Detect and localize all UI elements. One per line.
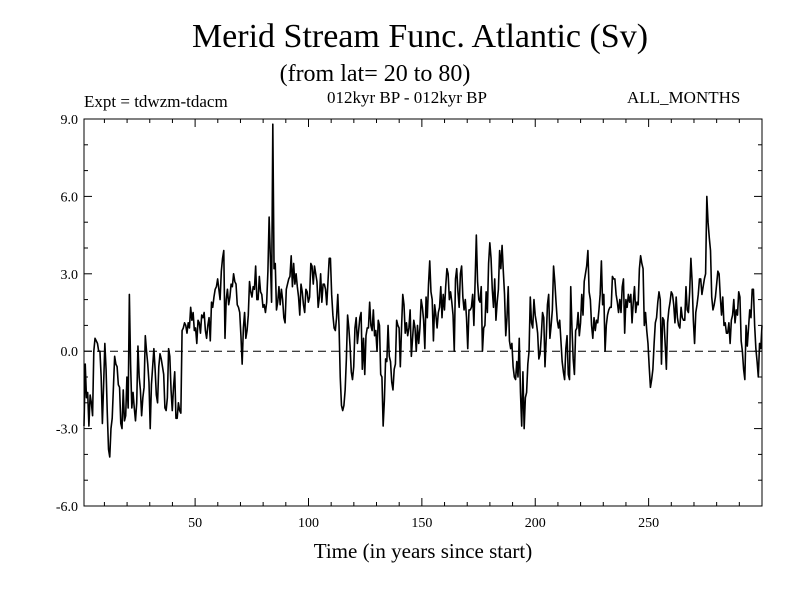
x-tick-label: 150 [411, 516, 432, 531]
axis-tick-labels: 50 100 150 200 250 -6.0 -3.0 0.0 3.0 6.0 9.0 [56, 113, 659, 531]
axis-ticks [84, 118, 762, 507]
period-label: 012kyr BP - 012kyr BP [327, 88, 487, 107]
x-tick-label: 200 [525, 516, 546, 531]
y-tick-label: 6.0 [61, 190, 79, 205]
chart-title: Merid Stream Func. Atlantic (Sv) [191, 18, 649, 55]
x-tick-label: 50 [188, 516, 202, 531]
y-tick-label: 0.0 [61, 345, 79, 360]
chart-subtitle: (from lat= 20 to 80) [279, 61, 471, 87]
experiment-label: Expt = tdwzm-tdacm [84, 92, 228, 111]
y-tick-label: -3.0 [56, 423, 78, 438]
x-axis-label: Time (in years since start) [313, 539, 533, 563]
y-tick-label: -6.0 [56, 500, 78, 515]
months-label: ALL_MONTHS [627, 88, 741, 107]
y-tick-label: 9.0 [61, 113, 79, 128]
plot-border [83, 118, 763, 507]
series-layer [83, 123, 763, 458]
series-line [83, 123, 763, 458]
y-tick-label: 3.0 [61, 268, 79, 283]
x-tick-label: 100 [298, 516, 319, 531]
x-tick-label: 250 [638, 516, 659, 531]
